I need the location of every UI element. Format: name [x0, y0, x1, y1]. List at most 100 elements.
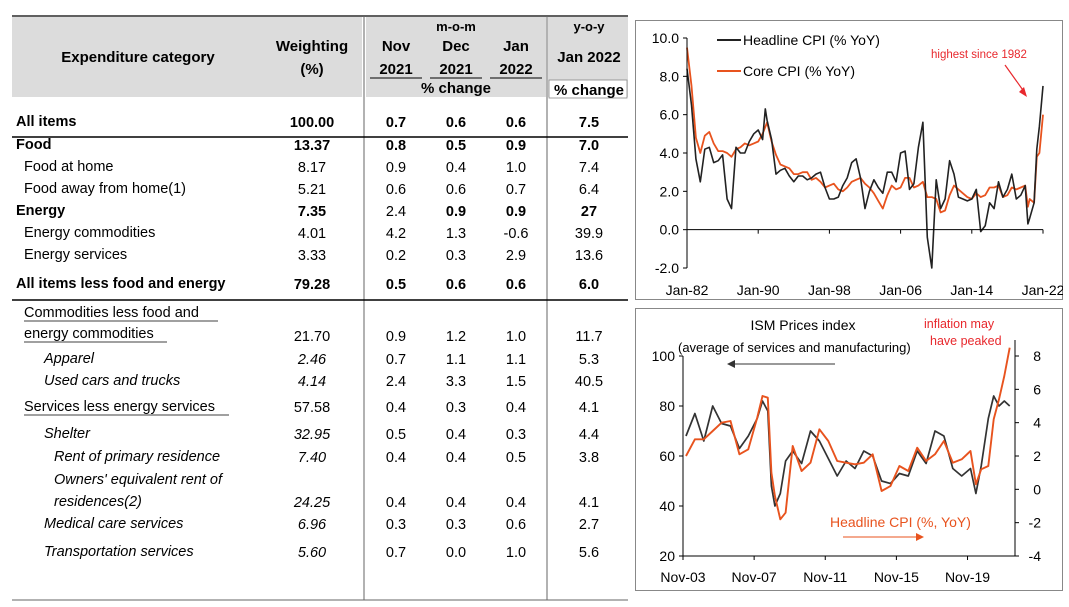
- row-category-label: Energy: [16, 203, 65, 219]
- row-value-w: 4.01: [298, 226, 326, 242]
- row-category-label: Food away from home(1): [24, 181, 186, 197]
- row-value-nov: 0.5: [386, 277, 406, 293]
- chart1-legend-core: Core CPI (% YoY): [743, 63, 855, 79]
- row-value-jan: 1.5: [506, 374, 526, 390]
- row-value-yoy: 11.7: [575, 329, 602, 345]
- header-jan: Jan: [503, 38, 529, 55]
- row-value-dec: 0.0: [446, 545, 466, 561]
- chart2-left-tick-label: 60: [659, 448, 675, 464]
- row-value-w: 79.28: [294, 277, 330, 293]
- row-value-dec: 0.3: [446, 248, 466, 264]
- chart2-left-tick-label: 100: [652, 348, 676, 364]
- row-value-dec: 0.5: [446, 138, 466, 154]
- row-value-dec: 0.4: [446, 427, 466, 443]
- header-year-jan: 2022: [499, 61, 532, 78]
- chart2-series-group: [685, 347, 1011, 521]
- row-value-w: 5.60: [298, 545, 326, 561]
- row-value-yoy: 40.5: [575, 374, 603, 390]
- row-value-nov: 0.9: [386, 329, 406, 345]
- chart2-left-tick-label: 80: [659, 398, 675, 414]
- row-value-jan: 0.6: [506, 277, 526, 293]
- row-value-dec: 0.4: [446, 160, 466, 176]
- row-value-jan: 0.5: [506, 450, 526, 466]
- row-value-nov: 0.8: [386, 138, 406, 154]
- chart2-annotation-line1: inflation may: [924, 317, 995, 331]
- row-value-dec: 1.2: [446, 329, 466, 345]
- header-mom: m-o-m: [436, 19, 476, 34]
- row-value-w: 5.21: [298, 182, 326, 198]
- chart2-right-tick-label: 4: [1033, 415, 1041, 431]
- chart1-x-tick-label: Jan-98: [808, 282, 851, 298]
- row-value-w: 13.37: [294, 138, 330, 154]
- row-value-jan: 1.0: [506, 545, 526, 561]
- row-value-dec: 0.3: [446, 400, 466, 416]
- row-value-yoy: 4.1: [579, 495, 599, 511]
- header-year-nov: 2021: [379, 61, 412, 78]
- header-bg-mom: [366, 17, 546, 97]
- chart2-x-tick-label: Nov-11: [803, 569, 847, 585]
- row-value-jan: 0.7: [506, 182, 526, 198]
- chart2-left-tick-label: 40: [659, 498, 675, 514]
- chart2-subtitle: (average of services and manufacturing): [678, 340, 911, 355]
- row-value-nov: 0.7: [386, 115, 406, 131]
- row-value-w: 3.33: [298, 248, 326, 264]
- row-value-yoy: 3.8: [579, 450, 599, 466]
- row-value-dec: 3.3: [446, 374, 466, 390]
- row-category-label: Shelter: [44, 426, 91, 442]
- chart1-y-tick-label: 6.0: [660, 107, 680, 123]
- header-weighting: Weighting: [276, 38, 348, 55]
- row-value-nov: 0.9: [386, 160, 406, 176]
- row-value-jan: 0.9: [506, 204, 526, 220]
- row-value-dec: 0.6: [446, 115, 466, 131]
- header-bg-left: [12, 17, 362, 97]
- row-value-nov: 0.7: [386, 545, 406, 561]
- row-value-dec: 0.4: [446, 450, 466, 466]
- row-category-label: Rent of primary residence: [54, 449, 220, 465]
- row-value-jan: 0.6: [506, 517, 526, 533]
- chart1-annotation: highest since 1982: [931, 49, 1027, 61]
- row-value-w: 8.17: [298, 160, 326, 176]
- chart1-x-tick-label: Jan-14: [950, 282, 993, 298]
- header-weighting-unit: (%): [300, 61, 323, 78]
- row-category-label: Food: [16, 137, 51, 153]
- chart1-y-tick-label: -2.0: [655, 260, 679, 276]
- header-dec: Dec: [442, 38, 470, 55]
- row-value-nov: 2.4: [386, 204, 406, 220]
- row-value-w: 7.40: [298, 450, 326, 466]
- header-yoy-pct: % change: [554, 82, 624, 99]
- row-value-dec: 0.3: [446, 517, 466, 533]
- chart1-legend-headline: Headline CPI (% YoY): [743, 32, 880, 48]
- cpi-line-chart: 10.0 8.0 6.0 4.0 2.0 0.0 -2.0 Jan-82 Jan-90 Jan-9…: [635, 20, 1063, 300]
- row-value-yoy: 7.0: [579, 138, 599, 154]
- row-value-dec: 0.6: [446, 182, 466, 198]
- row-value-jan: 0.9: [506, 138, 526, 154]
- chart2-right-tick-label: 6: [1033, 381, 1041, 397]
- header-jan2022: Jan 2022: [557, 49, 620, 66]
- chart1-legend: Headline CPI (% YoY) Core CPI (% YoY): [717, 32, 880, 79]
- row-value-nov: 0.4: [386, 495, 406, 511]
- row-value-yoy: 27: [581, 204, 597, 220]
- row-value-nov: 0.7: [386, 352, 406, 368]
- chart2-title: ISM Prices index: [750, 317, 855, 333]
- row-category-label: Services less energy services: [24, 399, 215, 415]
- row-value-yoy: 39.9: [575, 226, 603, 242]
- row-value-w: 4.14: [298, 374, 326, 390]
- chart1-series-line-headline: [686, 68, 1044, 269]
- row-value-dec: 0.9: [446, 204, 466, 220]
- chart1-y-tick-label: 8.0: [660, 68, 680, 84]
- row-value-w: 6.96: [298, 517, 327, 533]
- chart1-y-tick-label: 10.0: [652, 30, 679, 46]
- header-yoy: y-o-y: [573, 19, 605, 34]
- chart1-x-tick-label: Jan-82: [666, 282, 709, 298]
- row-value-w: 100.00: [290, 115, 334, 131]
- row-value-yoy: 5.3: [579, 352, 599, 368]
- row-value-jan: 1.1: [506, 352, 526, 368]
- row-value-w: 7.35: [298, 204, 326, 220]
- row-value-jan: -0.6: [504, 226, 529, 242]
- row-value-dec: 0.4: [446, 495, 466, 511]
- row-value-nov: 0.6: [386, 182, 406, 198]
- chart2-series-line-cpi: [685, 347, 1011, 521]
- chart2-x-tick-label: Nov-07: [732, 569, 777, 585]
- chart2-right-tick-label: 0: [1033, 481, 1041, 497]
- row-category-label-cont: residences(2): [54, 494, 142, 510]
